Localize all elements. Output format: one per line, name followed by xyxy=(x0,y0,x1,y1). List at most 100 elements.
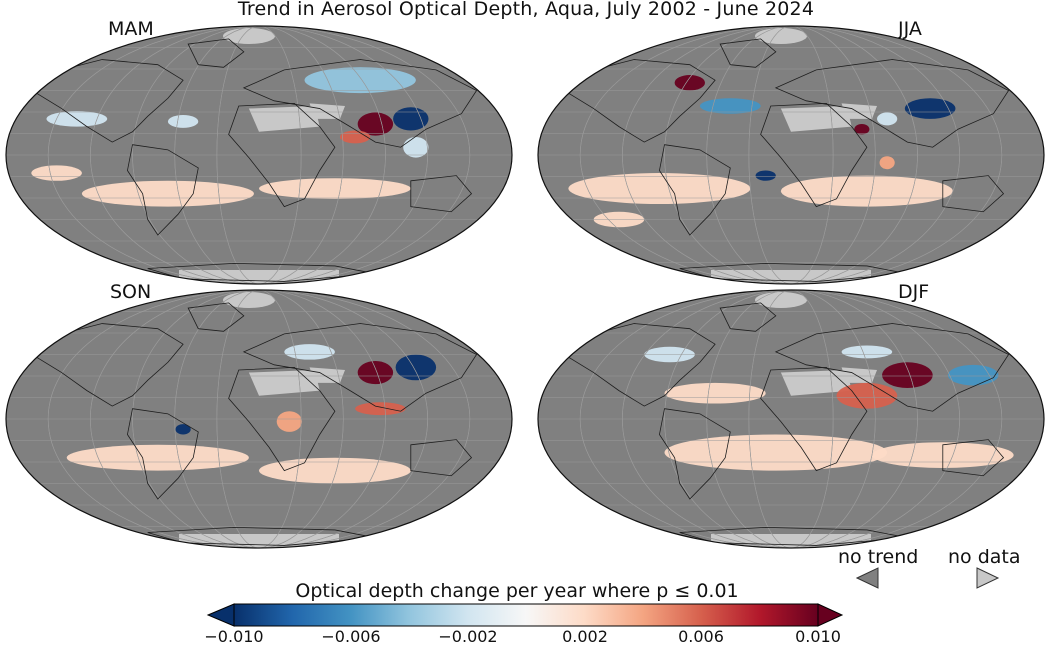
coastline xyxy=(187,302,245,332)
no-data-region xyxy=(755,28,807,44)
trend-region xyxy=(568,173,751,205)
trend-region xyxy=(882,362,933,389)
coastline xyxy=(774,323,1010,412)
trend-region xyxy=(841,345,893,359)
coastline xyxy=(127,408,199,500)
colorbar-tick-label: −0.010 xyxy=(204,627,264,646)
trend-region xyxy=(755,170,776,181)
trend-region xyxy=(854,124,870,135)
coastline xyxy=(774,59,1010,148)
colorbar-extend-low xyxy=(206,603,235,627)
trend-region xyxy=(339,130,371,144)
coastline xyxy=(719,302,777,332)
no-data-region xyxy=(223,28,275,44)
map-outline xyxy=(537,289,1045,549)
no-data-region xyxy=(248,105,320,132)
trend-region xyxy=(780,175,953,207)
coastline xyxy=(187,38,245,68)
no-data-swatch xyxy=(976,567,1000,589)
coastline xyxy=(228,102,336,208)
trend-region xyxy=(904,98,956,119)
trend-region xyxy=(357,112,394,136)
coastline xyxy=(567,59,716,143)
colorbar xyxy=(206,603,844,627)
coastline xyxy=(942,439,1005,477)
no-data-region xyxy=(841,103,878,119)
trend-region xyxy=(259,178,411,199)
colorbar-tick-label: 0.010 xyxy=(795,627,841,646)
coastline xyxy=(242,59,478,148)
legend-no-trend-label: no trend xyxy=(838,546,919,568)
panel-label-son: SON xyxy=(110,281,152,303)
coastline xyxy=(35,323,184,407)
trend-region xyxy=(393,107,429,131)
coastline xyxy=(410,439,473,477)
colorbar-tick-label: 0.006 xyxy=(678,627,724,646)
trend-region xyxy=(167,115,199,128)
no-data-region xyxy=(179,534,339,548)
trend-region xyxy=(879,156,895,170)
trend-region xyxy=(664,382,766,404)
no-trend-swatch xyxy=(856,567,879,589)
panel-label-djf: DJF xyxy=(898,281,930,303)
trend-region xyxy=(877,112,898,126)
map-outline xyxy=(5,25,513,285)
coastline xyxy=(659,144,731,236)
coastline xyxy=(760,102,868,208)
trend-region xyxy=(276,411,303,432)
no-data-region xyxy=(179,270,339,284)
coastline xyxy=(719,38,777,68)
no-data-region xyxy=(309,103,346,119)
map-panel-son xyxy=(5,289,513,549)
coastline xyxy=(228,366,336,472)
no-data-region xyxy=(223,292,275,308)
colorbar-tick-label: −0.006 xyxy=(321,627,381,646)
colorbar-tick-label: 0.002 xyxy=(562,627,608,646)
trend-region xyxy=(403,136,429,158)
trend-region xyxy=(664,434,888,471)
no-data-region xyxy=(780,369,852,396)
map-outline xyxy=(537,25,1045,285)
map-panel-djf xyxy=(537,289,1045,549)
trend-region xyxy=(947,364,999,386)
trend-region xyxy=(259,457,411,484)
trend-region xyxy=(836,382,898,409)
trend-region xyxy=(357,360,394,385)
trend-region xyxy=(395,354,437,381)
figure-title: Trend in Aerosol Optical Depth, Aqua, Ju… xyxy=(237,0,815,20)
coastline xyxy=(760,366,868,472)
colorbar-gradient xyxy=(233,603,819,627)
no-data-region xyxy=(248,369,320,396)
trend-region xyxy=(355,402,406,416)
coastline xyxy=(242,323,478,412)
trend-region xyxy=(304,67,416,94)
coastline xyxy=(567,323,716,407)
trend-region xyxy=(284,344,335,360)
trend-region xyxy=(31,165,82,181)
colorbar-tick-label: −0.002 xyxy=(438,627,498,646)
trend-region xyxy=(699,98,761,114)
no-data-region xyxy=(309,367,346,383)
trend-region xyxy=(674,75,705,91)
coastline xyxy=(35,59,184,143)
coastline xyxy=(127,144,199,236)
coastline xyxy=(659,408,731,500)
no-data-region xyxy=(841,367,878,383)
map-panel-mam xyxy=(5,25,513,285)
trend-region xyxy=(81,180,254,207)
colorbar-title: Optical depth change per year where p ≤ … xyxy=(295,580,739,602)
panel-label-jja: JJA xyxy=(898,18,922,40)
trend-region xyxy=(46,111,108,127)
legend-no-data-label: no data xyxy=(948,546,1021,568)
panel-label-mam: MAM xyxy=(108,18,154,40)
coastline xyxy=(410,175,473,213)
trend-region xyxy=(66,444,249,471)
coastline xyxy=(942,175,1005,213)
colorbar-extend-high xyxy=(817,603,844,627)
trend-region xyxy=(175,424,191,435)
no-data-region xyxy=(780,105,852,132)
map-outline xyxy=(5,289,513,549)
no-data-region xyxy=(755,292,807,308)
no-data-region xyxy=(711,270,871,284)
map-panel-jja xyxy=(537,25,1045,285)
